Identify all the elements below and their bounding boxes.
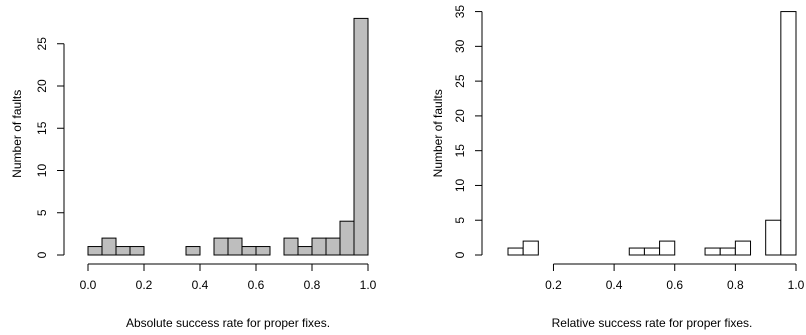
x-tick-label: 0.2 [545,278,562,292]
histogram-bar [765,219,782,256]
x-tick-label: 0.2 [136,278,153,292]
y-tick-label: 5 [453,217,467,224]
histogram-bar [719,247,736,256]
histogram-bar [311,237,327,256]
y-tick-label: 25 [35,37,49,51]
y-tick-label: 10 [35,164,49,178]
y-tick-label: 20 [35,79,49,93]
x-tick-label: 0.6 [248,278,265,292]
histogram-bar [227,237,243,256]
histogram-bar [241,246,257,256]
histogram-bar [115,246,131,256]
histogram-bar [353,17,369,256]
y-tick-label: 0 [35,251,49,258]
histogram-bar [101,237,117,256]
histogram-bar [185,246,201,256]
x-tick-label: 1.0 [788,278,805,292]
x-tick-label: 0.8 [727,278,744,292]
histogram-bar [704,247,721,256]
y-tick-label: 20 [453,109,467,123]
histogram-bar [507,247,524,256]
histogram-bar [734,240,752,256]
y-axis-title: Number of faults [431,89,445,177]
x-axis-title: Relative success rate for proper fixes. [552,316,753,330]
histogram-bar [255,246,271,256]
y-tick-label: 25 [453,74,467,88]
absolute-success-histogram: 0.0 0.2 0.4 0.6 0.8 1.0 0 5 10 15 20 25 Absolute suc… [10,17,377,330]
x-tick-label: 0.4 [192,278,209,292]
y-tick-label: 0 [453,251,467,258]
x-axis-title: Absolute success rate for proper fixes. [126,316,330,330]
histogram-bar [339,220,355,256]
histogram-bar [283,237,299,256]
x-tick-label: 1.0 [360,278,377,292]
histogram-bar [213,237,229,256]
x-tick-label: 0.4 [606,278,623,292]
y-tick-label: 15 [35,121,49,135]
y-tick-label: 5 [35,209,49,216]
y-tick-label: 30 [453,39,467,53]
y-tick-label: 35 [453,5,467,19]
x-tick-label: 0.6 [666,278,683,292]
y-axis-title: Number of faults [10,90,24,178]
histogram-bar [325,237,341,256]
y-tick-label: 10 [453,178,467,192]
histogram-bar [87,246,103,256]
histogram-bar [643,247,661,256]
histogram-bar [129,246,145,256]
relative-success-histogram: 0.2 0.4 0.6 0.8 1.0 0 5 10 15 20 25 30 35 Relative su… [431,5,805,330]
histogram-bar [659,240,676,256]
histogram-bar [628,247,645,256]
histogram-bar [522,240,539,256]
x-tick-label: 0.8 [304,278,321,292]
histogram-bar [780,11,797,256]
histogram-bar [297,246,313,256]
y-tick-label: 15 [453,144,467,158]
x-tick-label: 0.0 [80,278,97,292]
